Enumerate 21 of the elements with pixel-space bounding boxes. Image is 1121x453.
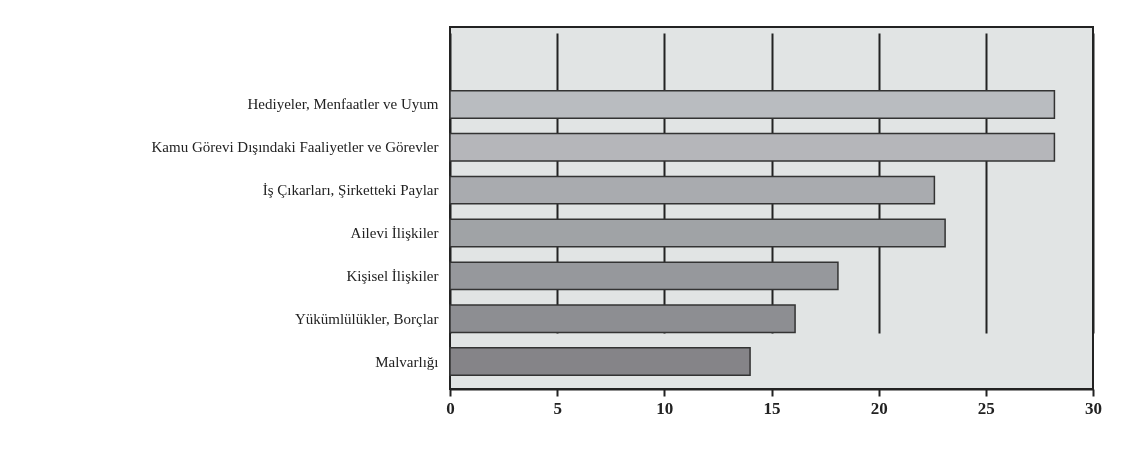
x-tick-label: 10 [656,398,674,418]
x-tick-label: 0 [446,398,455,418]
y-tick-label: Malvarlığı [375,353,439,370]
y-tick-label: İş Çıkarları, Şirketteki Paylar [262,182,439,199]
x-tick-label: 15 [763,398,781,418]
y-tick-label: Hediyeler, Menfaatler ve Uyum [247,96,439,113]
y-tick-label: Yükümlülükler, Borçlar [294,310,439,327]
bar [449,89,1056,119]
x-tick-label: 30 [1085,398,1102,418]
x-tick-label: 25 [977,398,995,418]
bar [449,218,946,248]
bar [449,347,751,377]
bar [449,261,839,291]
x-tick-label: 5 [553,398,562,418]
bar [449,175,936,205]
bar [449,132,1056,162]
x-tick-label: 20 [870,398,888,418]
y-tick-label: Ailevi İlişkiler [350,225,439,241]
bar [449,304,796,334]
y-tick-label: Kamu Görevi Dışındaki Faaliyetler ve Görevler [151,139,439,156]
y-tick-label: Kişisel İlişkiler [346,267,439,284]
